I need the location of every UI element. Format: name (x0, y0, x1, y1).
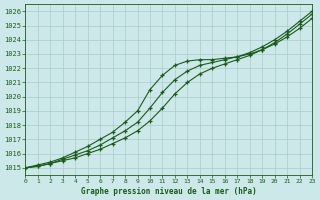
X-axis label: Graphe pression niveau de la mer (hPa): Graphe pression niveau de la mer (hPa) (81, 187, 257, 196)
